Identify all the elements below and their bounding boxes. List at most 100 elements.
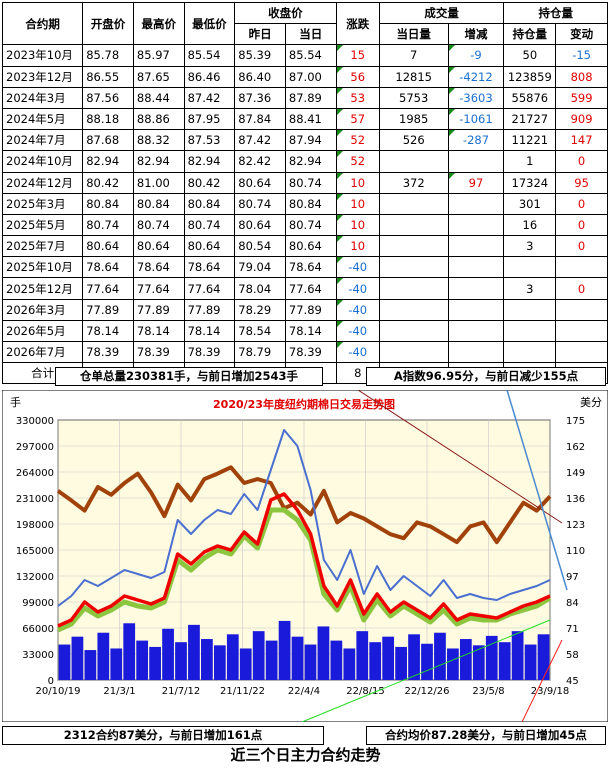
cell-high: 85.97 (132, 44, 185, 67)
price-chart-svg: 0 33000 66000 99000 132000 165000 198000 231000… (2, 390, 608, 722)
cell-volume (378, 298, 449, 321)
volume-bar (97, 632, 110, 680)
table-row: 2024年5月 88.18 88.86 87.95 87.84 88.41 57 1985 -1… (1, 107, 608, 131)
cell-oi-change: -15 (555, 44, 608, 67)
cell-oi-change (555, 256, 608, 279)
cell-volume: 526 (378, 129, 449, 152)
trend-line-brown (357, 390, 563, 524)
left-unit-label: 手 (10, 395, 21, 409)
cell-oi-change: 0 (555, 150, 608, 173)
header-vol-today: 当日量 (378, 23, 449, 46)
table-row: 2025年10月 78.64 78.64 78.64 79.04 78.64 -40 (1, 256, 608, 279)
header-volume-group: 成交量 (378, 1, 505, 25)
cell-open-interest: 16 (503, 213, 557, 237)
cell-today: 78.14 (284, 319, 337, 343)
table-row: 2026年7月 78.39 78.39 78.39 78.79 78.39 -40 (1, 340, 608, 364)
cell-open-interest (503, 256, 557, 279)
cell-high: 88.32 (132, 129, 185, 152)
cell-oi-change: 95 (555, 171, 608, 194)
table-row: 2024年12月 80.42 81.00 80.42 80.64 80.74 10 372 97… (1, 171, 608, 194)
cell-oi-change: 0 (555, 277, 608, 300)
x-tick-label: 21/7/12 (162, 686, 201, 697)
cell-volume-change: 97 (447, 171, 505, 194)
cell-open: 85.78 (82, 44, 134, 67)
table-row: 2026年5月 78.14 78.14 78.14 78.54 78.14 -40 (1, 319, 608, 343)
cell-low: 80.74 (183, 213, 236, 237)
volume-bar (498, 642, 511, 680)
cell-open-interest: 55876 (503, 86, 557, 109)
volume-bar (239, 648, 252, 680)
cell-low: 77.64 (183, 277, 236, 300)
cell-low: 86.46 (183, 65, 236, 88)
header-oi-change: 变动 (555, 23, 608, 46)
volume-bar (472, 645, 485, 680)
cell-change: 10 (335, 192, 380, 215)
volume-bar (291, 636, 304, 680)
quote-table: 合约期 开盘价 最高价 最低价 收盘价 涨跌 成交量 持仓量 昨日 当日 当日量… (1, 1, 608, 385)
cell-oi-change: 0 (555, 235, 608, 258)
cell-volume-change (447, 277, 505, 300)
cell-low: 80.64 (183, 235, 236, 258)
right-tick-label: 123 (566, 520, 585, 531)
cell-low: 78.39 (183, 340, 236, 364)
table-row: 2025年7月 80.64 80.64 80.64 80.54 80.64 10 3 0 (1, 235, 608, 258)
cell-today: 78.39 (284, 340, 337, 364)
right-unit-label: 美分 (580, 396, 602, 409)
volume-bar (343, 648, 356, 680)
right-tick-label: 175 (566, 416, 585, 427)
cell-volume: 5753 (378, 86, 449, 109)
chart-title: 2020/23年度纽约期棉日交易走势图 (213, 397, 395, 411)
cell-low: 78.64 (183, 256, 236, 279)
volume-bar (317, 626, 330, 680)
cell-volume: 1985 (378, 107, 449, 131)
cell-high: 77.89 (132, 298, 185, 321)
cell-yesterday: 82.42 (234, 150, 286, 173)
cell-open: 77.64 (82, 277, 134, 300)
cell-contract: 2024年12月 (1, 171, 84, 194)
cell-high: 82.94 (132, 150, 185, 173)
left-tick-label: 231000 (16, 494, 54, 505)
cell-volume-change (447, 235, 505, 258)
cell-contract: 2026年3月 (1, 298, 84, 321)
volume-bar (265, 640, 278, 680)
quote-body: 2023年10月 85.78 85.97 85.54 85.39 85.54 15 7 -9 50… (1, 44, 608, 385)
cell-low: 85.54 (183, 44, 236, 67)
contract-2312-caption: 2312合约87美分，与前日增加161点 (2, 726, 324, 745)
x-tick-label: 20/10/19 (36, 686, 81, 697)
cell-volume-change (447, 150, 505, 173)
cell-today: 87.00 (284, 65, 337, 88)
volume-bar (459, 639, 472, 680)
cell-open-interest: 50 (503, 44, 557, 67)
table-row: 2023年10月 85.78 85.97 85.54 85.39 85.54 15 7 -9 50… (1, 44, 608, 67)
cell-change: 10 (335, 171, 380, 194)
left-tick-label: 33000 (22, 650, 54, 661)
table-row: 2025年3月 80.84 80.84 80.84 80.74 80.84 10 301 0 (1, 192, 608, 215)
cell-change: 15 (335, 44, 380, 67)
cell-contract: 2025年10月 (1, 256, 84, 279)
cell-high: 81.00 (132, 171, 185, 194)
cell-oi-change (555, 319, 608, 343)
right-tick-label: 97 (566, 572, 579, 583)
cell-low: 87.42 (183, 86, 236, 109)
cell-high: 78.39 (132, 340, 185, 364)
cell-contract: 2024年7月 (1, 129, 84, 152)
avg-price-caption: 合约均价87.28美分，与前日增加45点 (366, 726, 606, 745)
cell-low: 80.42 (183, 171, 236, 194)
cell-yesterday: 80.74 (234, 192, 286, 215)
left-tick-label: 165000 (16, 546, 54, 557)
cell-open-interest (503, 340, 557, 364)
cell-volume (378, 192, 449, 215)
cell-today: 77.89 (284, 298, 337, 321)
cell-change: -40 (335, 340, 380, 364)
series-line-brown (56, 465, 552, 545)
cell-yesterday: 87.42 (234, 129, 286, 152)
cell-contract: 2023年10月 (1, 44, 84, 67)
cell-volume: 12815 (378, 65, 449, 88)
cell-open: 80.84 (82, 192, 134, 215)
left-tick-label: 264000 (16, 468, 54, 479)
cell-yesterday: 78.04 (234, 277, 286, 300)
volume-bar (162, 628, 174, 680)
cell-volume (378, 213, 449, 237)
header-vol-change: 增减 (447, 23, 505, 46)
cell-open: 88.18 (82, 107, 134, 131)
